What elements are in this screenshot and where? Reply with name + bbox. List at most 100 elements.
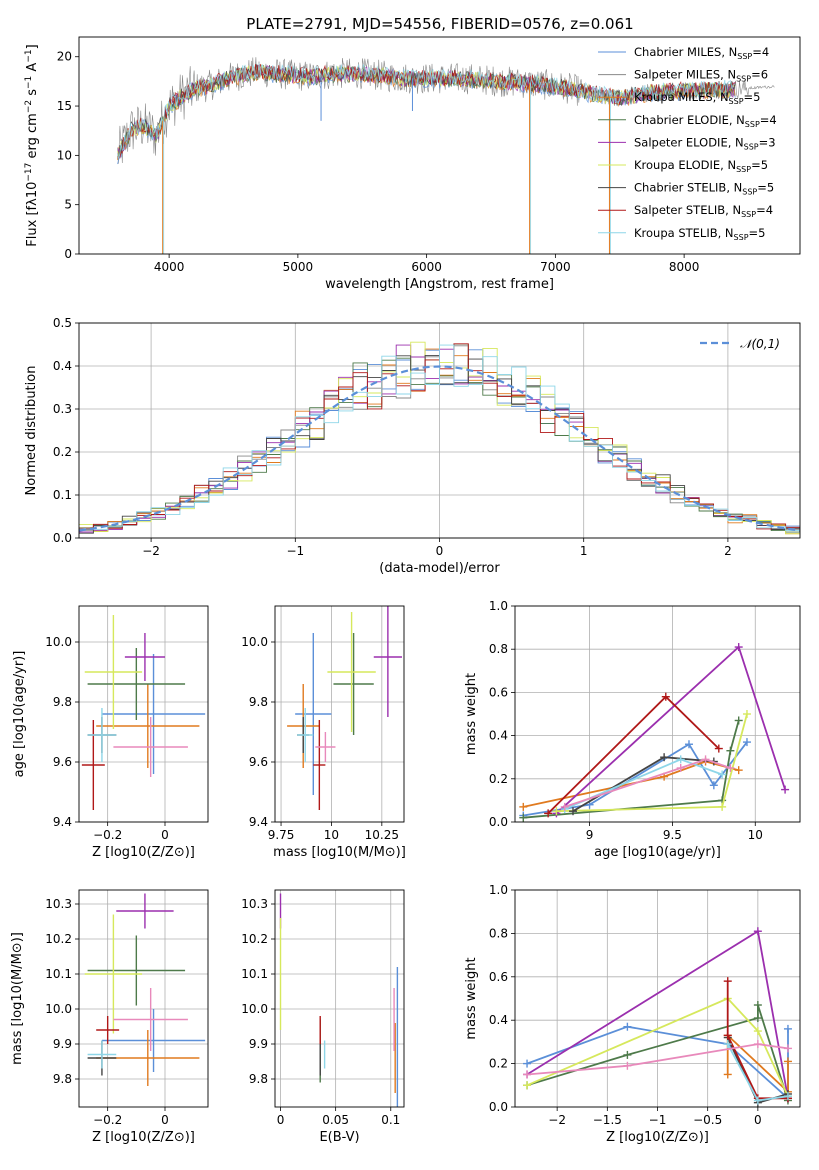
y-tick-label: 9.6 <box>249 755 268 769</box>
x-tick-label: 6000 <box>411 260 442 274</box>
x-tick-label: −1.5 <box>593 1113 622 1127</box>
y-tick-label: 9.6 <box>53 755 72 769</box>
mass_vs_ebv-frame <box>274 889 405 1108</box>
y-tick-label: 10.2 <box>241 932 268 946</box>
residual-axes: −2 −1 0 1 2 0.0 0.1 0.2 0.3 0.4 0.5 (data-model)/er… <box>24 316 801 576</box>
y-tick-label: 0.2 <box>489 1057 508 1071</box>
legend-label: Chabrier MILES, N <box>634 45 737 59</box>
y-tick-label: 0.3 <box>53 402 72 416</box>
y-tick-label: 10.3 <box>45 897 72 911</box>
x-tick-label: 0.1 <box>381 1113 400 1127</box>
spectrum-axes: 4000 5000 6000 7000 8000 0 5 10 15 20 wavelength [… <box>24 36 801 292</box>
legend-entry: Salpeter MILES, NSSP=6 <box>634 68 768 84</box>
legend-nssp: =4 <box>756 203 773 217</box>
errorbar-point <box>116 893 174 929</box>
x-tick-label: 0 <box>436 544 444 558</box>
legend-subscript: SSP <box>742 188 757 197</box>
residual-frame <box>78 322 801 539</box>
errorbar-point <box>295 633 332 795</box>
legend-subscript: SSP <box>745 120 760 129</box>
legend-entry: Chabrier MILES, NSSP=4 <box>634 45 769 61</box>
y-tick-label: 1.0 <box>489 883 508 897</box>
x-tick-label: 9.5 <box>663 828 682 842</box>
legend-label: Kroupa ELODIE, N <box>634 158 736 172</box>
y-tick-label: 9.8 <box>53 1072 72 1086</box>
legend-entry: Salpeter STELIB, NSSP=4 <box>634 203 773 219</box>
mass_weight_vs_Z-ylabel: mass weight <box>464 957 479 1039</box>
y-tick-label: 9.8 <box>53 695 72 709</box>
legend-entry: 𝒩(0,1) <box>740 337 780 351</box>
y-tick-label: 9.4 <box>53 815 72 829</box>
errorbar-point <box>315 732 336 762</box>
errorbar-point <box>87 708 117 762</box>
x-tick-label: 5000 <box>283 260 314 274</box>
x-tick-label: 4000 <box>154 260 185 274</box>
mass_vs_Z-axes: −0.2 0 9.8 9.9 10.0 10.1 10.2 10.3 Z [log10(Z/Z⊙… <box>10 889 209 1145</box>
y-tick-label: 0.0 <box>53 531 72 545</box>
legend-nssp: =6 <box>751 68 768 82</box>
y-tick-label: 0.4 <box>53 359 72 373</box>
figure-title: PLATE=2791, MJD=54556, FIBERID=0576, z=0… <box>246 15 633 33</box>
mass_vs_ebv-axes: 0 0.05 0.1 9.8 9.9 10.0 10.1 10.2 10.3 E(B-V) <box>241 889 405 1145</box>
y-tick-label: 10.0 <box>45 635 72 649</box>
weight-line <box>526 997 789 1097</box>
y-tick-label: 10.3 <box>241 897 268 911</box>
x-tick-label: 10 <box>748 828 763 842</box>
y-tick-label: 10.1 <box>241 967 268 981</box>
y-tick-label: 9.9 <box>53 1037 72 1051</box>
y-tick-label: 0.0 <box>489 815 508 829</box>
y-tick-label: 0 <box>64 247 72 261</box>
age_vs_mass-axes: 9.75 10 10.25 9.4 9.6 9.8 10.0 mass [log10(M/M⊙… <box>241 605 406 860</box>
x-tick-label: 0.05 <box>322 1113 349 1127</box>
x-tick-label: −0.2 <box>93 1113 122 1127</box>
y-tick-label: 10.0 <box>241 1002 268 1016</box>
x-tick-label: −2 <box>142 544 160 558</box>
x-tick-label: 8000 <box>669 260 700 274</box>
mass_weight_vs_Z-xlabel: Z [log10(Z/Z⊙)] <box>606 1130 709 1145</box>
legend-subscript: SSP <box>744 142 759 151</box>
y-tick-label: 0.2 <box>489 772 508 786</box>
mass_weight_vs_Z-frame <box>514 889 801 1108</box>
x-tick-label: 0 <box>754 1113 762 1127</box>
y-tick-label: 0.6 <box>489 970 508 984</box>
spectrum-ylabel-part: 10 <box>25 182 40 199</box>
errorbar-point <box>87 648 186 720</box>
errorbar-point <box>113 988 188 1051</box>
mass_weight_vs_age-ylabel: mass weight <box>464 673 479 755</box>
x-tick-label: −0.5 <box>693 1113 722 1127</box>
legend-entry: Salpeter ELODIE, NSSP=3 <box>634 135 776 151</box>
legend-label: Salpeter STELIB, N <box>634 203 741 217</box>
errorbar-point <box>113 717 188 777</box>
legend-nssp: =5 <box>757 181 774 195</box>
weight-line <box>526 1043 789 1076</box>
y-tick-label: 9.9 <box>249 1037 268 1051</box>
legend-subscript: SSP <box>734 233 749 242</box>
errorbar-point <box>333 633 374 735</box>
legend-subscript: SSP <box>741 210 756 219</box>
legend-label: Kroupa STELIB, N <box>634 226 734 240</box>
errorbar-point <box>297 708 314 762</box>
legend-entry: Chabrier STELIB, NSSP=5 <box>634 181 774 197</box>
age_vs_mass-frame <box>274 605 405 823</box>
x-tick-label: 0 <box>277 1113 285 1127</box>
spectrum-ylabel-part: −2 <box>24 100 34 113</box>
y-tick-label: 0.6 <box>489 685 508 699</box>
x-tick-label: 9.75 <box>268 828 295 842</box>
age_vs_mass-xlabel: mass [log10(M/M⊙)] <box>273 845 406 860</box>
legend-label: Salpeter MILES, N <box>634 68 736 82</box>
legend-nssp: =3 <box>759 135 776 149</box>
spectrum-ylabel-part: −1 <box>24 76 34 89</box>
y-tick-label: 0.5 <box>53 316 72 330</box>
y-tick-label: 0.8 <box>489 926 508 940</box>
y-tick-label: 10 <box>57 148 72 162</box>
x-tick-label: −1 <box>286 544 304 558</box>
spectrum-ylabel-part: Flux [f <box>25 205 40 246</box>
errorbar-point <box>124 633 165 681</box>
x-tick-label: 0 <box>161 1113 169 1127</box>
y-tick-label: 9.8 <box>249 1072 268 1086</box>
spectrum-xlabel: wavelength [Angstrom, rest frame] <box>325 277 554 292</box>
spectrum-ylabel-part: s <box>25 89 40 100</box>
x-tick-label: 2 <box>724 544 732 558</box>
errorbar-point <box>327 612 376 732</box>
legend-nssp: =5 <box>744 90 761 104</box>
